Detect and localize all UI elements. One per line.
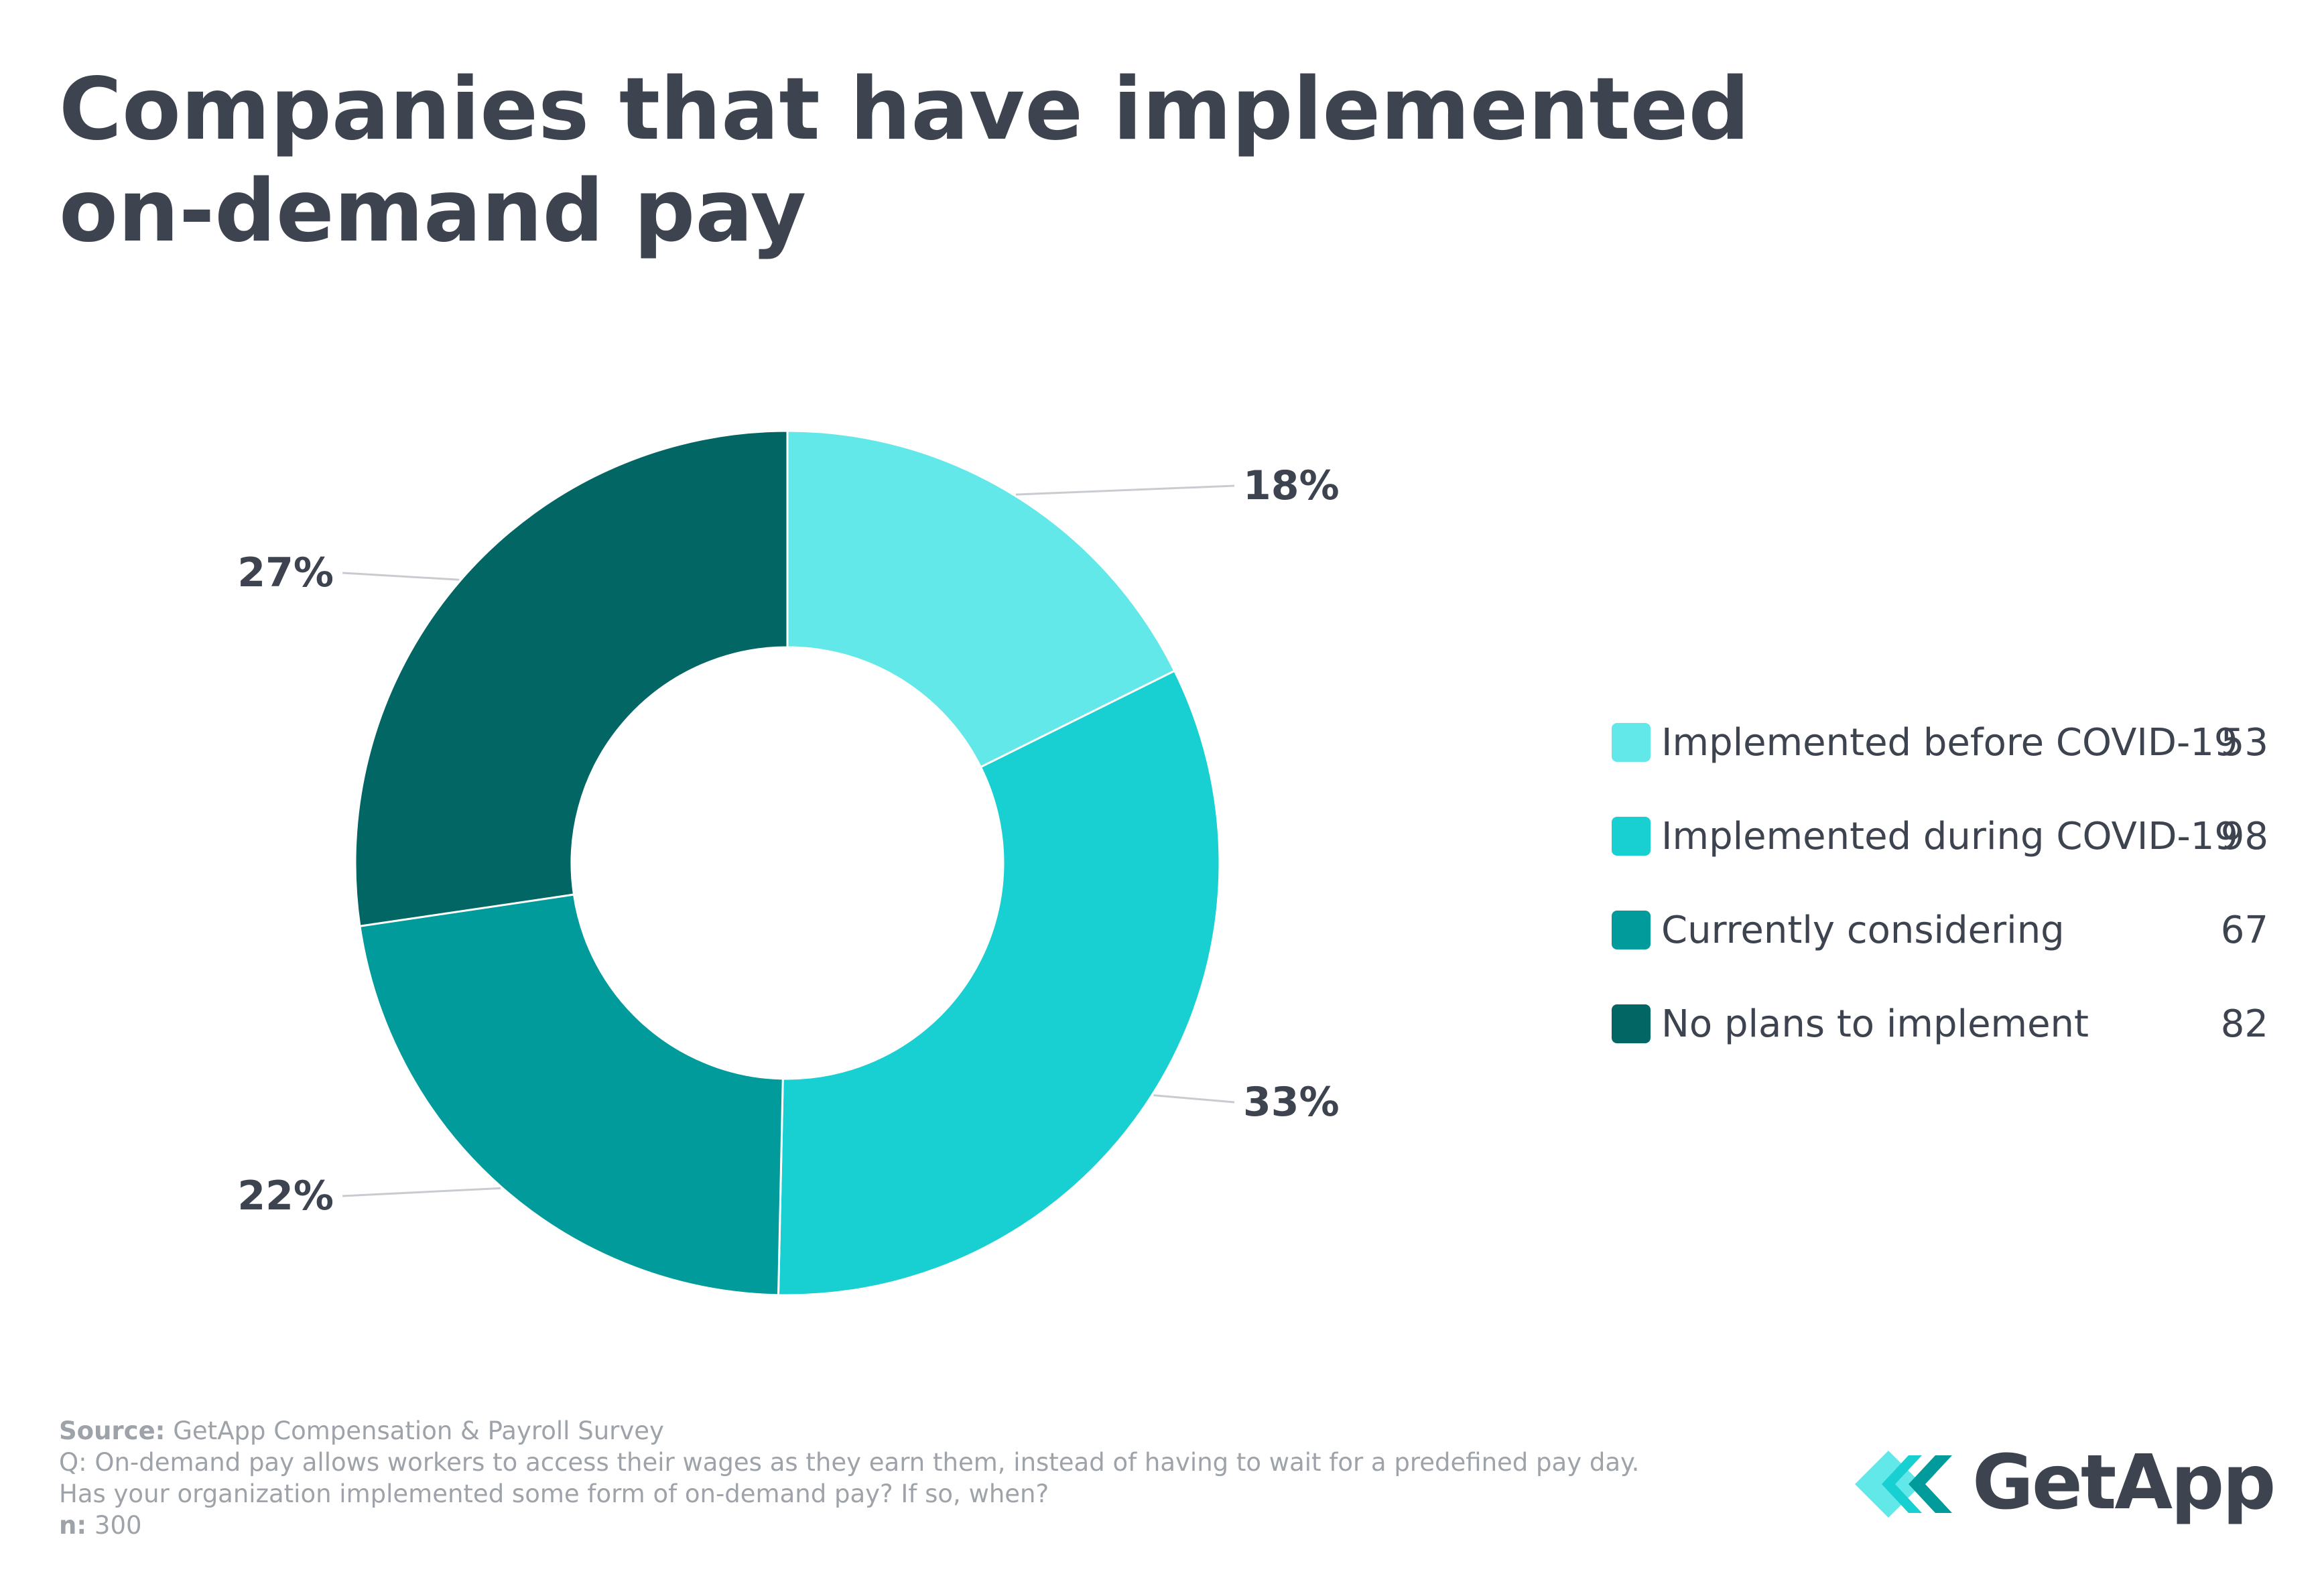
legend-item-4: No plans to implement 82 [1612, 977, 2268, 1071]
legend-value-4: 82 [2220, 1002, 2268, 1046]
legend-label-1: Implemented before COVID-19 [1661, 720, 2238, 765]
sample-size-value: 300 [94, 1511, 142, 1540]
percent-label-1: 18% [1243, 462, 1340, 509]
legend-item-3: Currently considering 67 [1612, 883, 2268, 977]
donut-slice-2 [777, 669, 1221, 1297]
getapp-logo-text: GetApp [1972, 1439, 2276, 1526]
legend-value-2: 98 [2220, 814, 2268, 858]
source-line: Source: GetApp Compensation & Payroll Su… [59, 1415, 1734, 1447]
question-line-2: Has your organization implemented some f… [59, 1479, 1049, 1508]
legend-swatch-1 [1612, 723, 1651, 762]
sample-size-line: n: 300 [59, 1510, 1734, 1541]
percent-label-3: 22% [237, 1173, 334, 1219]
leader-line-1 [1015, 484, 1235, 496]
leader-line-4 [342, 572, 460, 581]
logo-chevron-3 [1909, 1455, 1952, 1513]
chart-title: Companies that have implemented on-deman… [59, 59, 1868, 263]
legend-value-3: 67 [2220, 908, 2268, 952]
leader-line-3 [342, 1187, 501, 1197]
percent-label-4: 27% [237, 549, 334, 596]
legend-swatch-3 [1612, 911, 1651, 949]
legend-label-3: Currently considering [1661, 908, 2065, 952]
getapp-logo: GetApp [1855, 1439, 2276, 1528]
sample-size-label: n: [59, 1511, 87, 1540]
legend-item-2: Implemented during COVID-19 98 [1612, 789, 2268, 883]
donut-slice-4 [354, 429, 789, 927]
source-text: GetApp Compensation & Payroll Survey [173, 1416, 664, 1445]
getapp-logo-icon [1855, 1451, 1952, 1518]
donut-slice-3 [359, 893, 784, 1297]
legend-swatch-2 [1612, 817, 1651, 856]
legend-value-1: 53 [2220, 720, 2268, 765]
chart-title-line-2: on-demand pay [59, 161, 807, 261]
question-line-1: Q: On-demand pay allows workers to acces… [59, 1448, 1640, 1477]
legend-label-2: Implemented during COVID-19 [1661, 814, 2238, 858]
donut-slice-1 [786, 429, 1176, 769]
legend-label-4: No plans to implement [1661, 1002, 2089, 1046]
chart-title-line-1: Companies that have implemented [59, 60, 1750, 159]
legend-item-1: Implemented before COVID-19 53 [1612, 696, 2268, 789]
logo-chevron-2 [1882, 1455, 1922, 1513]
percent-label-2: 33% [1243, 1079, 1340, 1126]
chart-footer: Source: GetApp Compensation & Payroll Su… [59, 1415, 1734, 1541]
source-label: Source: [59, 1416, 166, 1445]
leader-line-2 [1153, 1094, 1235, 1104]
chart-legend: Implemented before COVID-19 53 Implemented… [1612, 696, 2268, 1071]
legend-swatch-4 [1612, 1004, 1651, 1043]
